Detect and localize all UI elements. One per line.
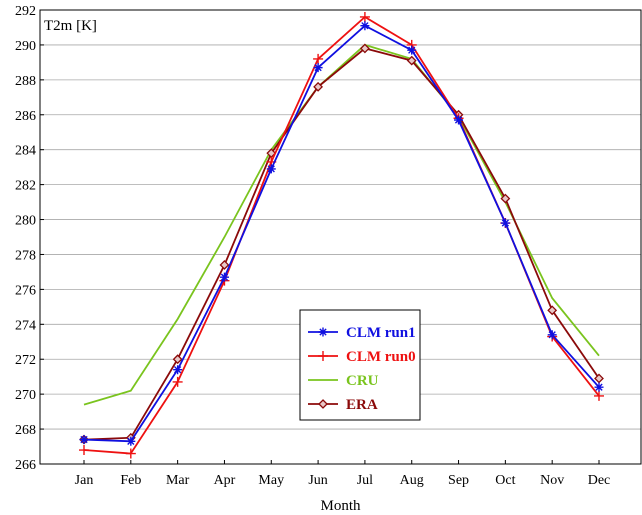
era-point bbox=[219, 260, 230, 270]
plot-frame bbox=[39, 9, 642, 465]
series-clm-run1 bbox=[79, 21, 604, 446]
clm-run1-line bbox=[83, 24, 600, 443]
era-point bbox=[500, 193, 511, 204]
clm-run1-point bbox=[126, 436, 136, 446]
y-tick-label: 290 bbox=[15, 39, 36, 54]
clm-run0-point bbox=[359, 11, 370, 22]
x-tick-label: Mar bbox=[166, 473, 190, 488]
series-lines bbox=[79, 11, 604, 459]
legend-entry-era: ERA bbox=[308, 397, 378, 413]
era-point bbox=[313, 81, 324, 92]
era-point bbox=[547, 305, 558, 316]
x-tick-label: Feb bbox=[120, 473, 141, 488]
x-tick-label: Dec bbox=[588, 473, 611, 488]
legend-entry-clm-run0: CLM run0 bbox=[308, 349, 416, 365]
clm-run0-point bbox=[594, 390, 604, 401]
clm-run1-point bbox=[547, 330, 557, 340]
legend-label: CLM run1 bbox=[346, 325, 416, 341]
y-tick-label: 268 bbox=[15, 423, 36, 438]
gridlines bbox=[40, 44, 641, 430]
clm-run0-point bbox=[313, 53, 324, 64]
clm-run0-point bbox=[125, 448, 136, 459]
clm-run1-point bbox=[500, 218, 510, 228]
x-tick-label: Jun bbox=[308, 473, 327, 488]
y-tick-label: 280 bbox=[15, 214, 36, 229]
x-tick-label: Aug bbox=[400, 473, 424, 488]
x-tick-label: Apr bbox=[214, 473, 236, 488]
x-tick-label: Nov bbox=[540, 473, 564, 488]
y-tick-label: 292 bbox=[15, 4, 36, 19]
clm-run1-point bbox=[266, 164, 276, 174]
y-axis-ticks: 266 268 270 272 274 276 278 280 282 284 286 288 290 2… bbox=[15, 4, 44, 473]
legend-label: CLM run0 bbox=[346, 349, 416, 365]
clm-run1-point bbox=[360, 21, 370, 31]
legend-era-point bbox=[318, 399, 328, 409]
y-tick-label: 284 bbox=[15, 144, 36, 159]
era-point bbox=[359, 43, 370, 54]
legend-entry-cru: CRU bbox=[308, 373, 379, 389]
clm-run1-point bbox=[594, 382, 604, 392]
y-tick-label: 272 bbox=[15, 353, 36, 368]
x-axis-label: Month bbox=[320, 498, 361, 514]
clm-run1-point bbox=[173, 365, 183, 375]
era-point bbox=[406, 55, 417, 66]
era-point bbox=[172, 354, 183, 365]
legend-clm-run0-point bbox=[318, 351, 328, 361]
x-tick-label: Oct bbox=[495, 473, 515, 488]
x-tick-label: Sep bbox=[448, 473, 469, 488]
clm-run1-point bbox=[454, 115, 464, 125]
y-tick-label: 266 bbox=[15, 458, 36, 473]
x-tick-label: Jul bbox=[357, 473, 373, 488]
y-tick-label: 286 bbox=[15, 109, 36, 124]
y-tick-label: 282 bbox=[15, 179, 36, 194]
x-tick-label: May bbox=[258, 473, 284, 488]
legend: CLM run1 CLM run0 CRU ERA bbox=[299, 309, 421, 421]
y-tick-label: 270 bbox=[15, 388, 36, 403]
clm-run1-point bbox=[219, 272, 229, 282]
y-tick-label: 274 bbox=[15, 318, 36, 333]
x-axis-ticks: Jan Feb Mar Apr May Jun Jul Aug Sep Oct Nov Dec bbox=[75, 460, 611, 488]
legend-label: CRU bbox=[346, 373, 379, 389]
clm-run0-point bbox=[172, 376, 183, 387]
legend-clm-run1-point bbox=[318, 327, 328, 337]
y-tick-label: 288 bbox=[15, 74, 36, 89]
x-tick-label: Jan bbox=[75, 473, 94, 488]
era-line bbox=[83, 47, 600, 441]
series-era bbox=[79, 43, 604, 445]
clm-run0-point bbox=[79, 445, 89, 456]
clm-run1-point bbox=[407, 45, 417, 55]
legend-entry-clm-run1: CLM run1 bbox=[308, 325, 416, 341]
y-axis-label: T2m [K] bbox=[44, 18, 97, 34]
y-tick-label: 276 bbox=[15, 283, 36, 298]
legend-label: ERA bbox=[346, 397, 378, 413]
clm-run1-point bbox=[313, 63, 323, 73]
era-point bbox=[594, 373, 604, 384]
legend-box bbox=[299, 309, 421, 421]
y-tick-label: 278 bbox=[15, 248, 36, 263]
clm-run1-point bbox=[79, 435, 89, 445]
